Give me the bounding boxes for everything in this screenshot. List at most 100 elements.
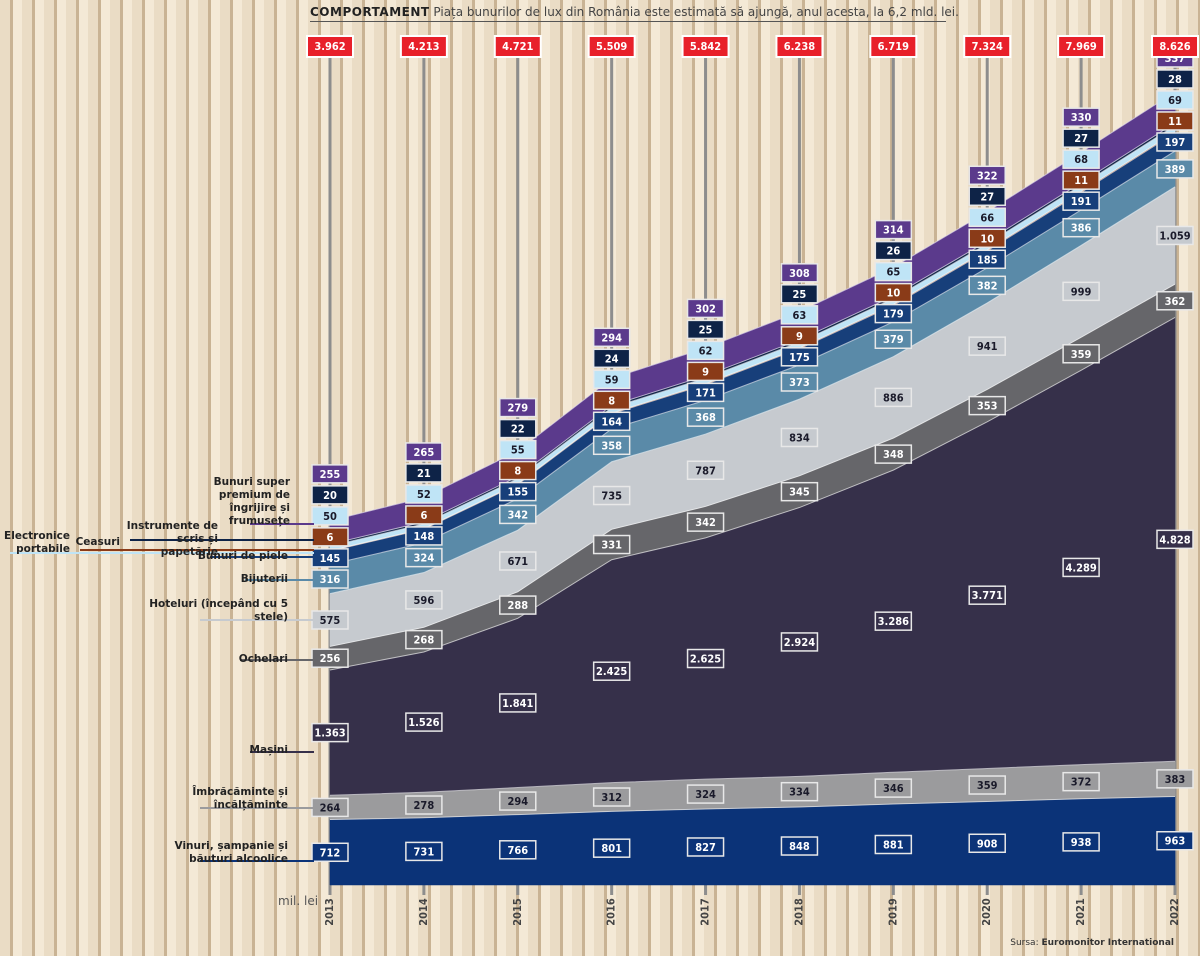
value-label: 881: [883, 839, 904, 852]
value-label: 278: [414, 799, 435, 812]
value-box: [405, 795, 443, 815]
value-label: 4.828: [1159, 533, 1190, 546]
value-box: [405, 841, 443, 862]
value-label: 963: [1165, 835, 1186, 848]
value-box: [311, 527, 349, 547]
value-box: [592, 327, 631, 348]
value-label: 27: [1074, 132, 1088, 145]
value-box: [592, 435, 631, 456]
value-box: [405, 442, 443, 462]
total-box: [306, 35, 354, 58]
value-box: [1156, 90, 1194, 110]
value-label: 68: [1074, 153, 1088, 166]
value-label: 155: [507, 486, 528, 499]
value-box: [405, 590, 443, 610]
unit-label: mil. lei: [278, 894, 319, 908]
value-label: 382: [977, 279, 998, 292]
value-label: 346: [883, 782, 904, 795]
value-label: 279: [507, 402, 528, 415]
value-label: 26: [886, 245, 900, 258]
x-tick-label: 2016: [605, 898, 618, 926]
value-box: [1062, 170, 1100, 190]
value-box: [405, 463, 443, 483]
value-box: [592, 661, 631, 681]
value-box: [780, 305, 819, 325]
value-box: [686, 407, 725, 427]
value-label: 1.363: [314, 727, 345, 740]
value-label: 886: [883, 391, 904, 404]
value-box: [968, 249, 1006, 270]
value-box: [592, 390, 631, 411]
value-box: [311, 648, 349, 668]
legend-label: Ceasuri: [75, 536, 120, 548]
value-label: 787: [695, 464, 716, 477]
value-box: [1156, 225, 1194, 246]
value-box: [592, 485, 631, 506]
value-box: [1062, 557, 1100, 578]
value-box: [499, 791, 537, 811]
value-label: 179: [883, 308, 904, 321]
value-box: [1156, 132, 1194, 152]
area-edge: [329, 131, 1176, 552]
value-label: 27: [980, 190, 994, 203]
source: Sursa: Euromonitor International: [1010, 938, 1174, 948]
value-label: 596: [414, 594, 435, 607]
value-label: 145: [320, 552, 341, 565]
value-label: 294: [601, 331, 622, 344]
area-edge: [329, 125, 1176, 547]
total-box: [1057, 35, 1106, 58]
value-label: 671: [507, 555, 528, 568]
value-box: [405, 547, 443, 568]
value-box: [499, 504, 537, 525]
value-label: 10: [886, 287, 900, 300]
value-box: [874, 611, 913, 631]
total-label: 5.842: [690, 40, 721, 53]
value-label: 322: [977, 169, 998, 182]
value-box: [1062, 128, 1100, 148]
value-label: 1.526: [408, 716, 439, 729]
value-box: [1156, 111, 1194, 131]
value-box: [499, 595, 537, 615]
value-box: [592, 787, 631, 807]
area-edge: [329, 132, 1176, 552]
value-label: 575: [320, 614, 341, 627]
value-label: 908: [977, 837, 998, 850]
value-box: [874, 444, 913, 464]
value-box: [968, 833, 1006, 854]
value-box: [968, 395, 1006, 416]
value-label: 265: [414, 446, 435, 459]
value-label: 735: [601, 490, 622, 503]
x-tick-label: 2017: [699, 898, 712, 926]
value-box: [686, 460, 725, 481]
value-box: [1062, 281, 1100, 302]
value-box: [311, 842, 349, 863]
value-label: 342: [507, 508, 528, 521]
value-box: [968, 165, 1006, 186]
area-edge: [329, 316, 1176, 671]
value-label: 389: [1165, 163, 1186, 176]
value-box: [1062, 149, 1100, 169]
total-label: 8.626: [1159, 40, 1190, 53]
value-box: [1062, 217, 1100, 238]
value-box: [499, 418, 537, 439]
value-box: [405, 484, 443, 504]
x-tick-label: 2015: [511, 898, 524, 926]
value-label: 197: [1165, 136, 1186, 149]
value-label: 314: [883, 224, 904, 237]
total-box: [587, 35, 636, 58]
total-label: 7.969: [1065, 40, 1096, 53]
value-box: [499, 397, 537, 418]
value-label: 20: [323, 489, 337, 502]
value-label: 25: [793, 288, 807, 301]
value-box: [499, 460, 537, 481]
legend-label: Vinuri, șampanie și băuturi alcoolice: [174, 840, 289, 865]
value-label: 324: [414, 552, 435, 565]
value-box: [686, 784, 725, 804]
value-box: [686, 382, 725, 403]
value-label: 3.771: [972, 589, 1003, 602]
value-box: [1156, 291, 1194, 311]
value-box: [1156, 830, 1194, 851]
x-tick-label: 2021: [1074, 898, 1087, 926]
value-box: [311, 485, 349, 505]
value-label: 256: [320, 652, 341, 665]
